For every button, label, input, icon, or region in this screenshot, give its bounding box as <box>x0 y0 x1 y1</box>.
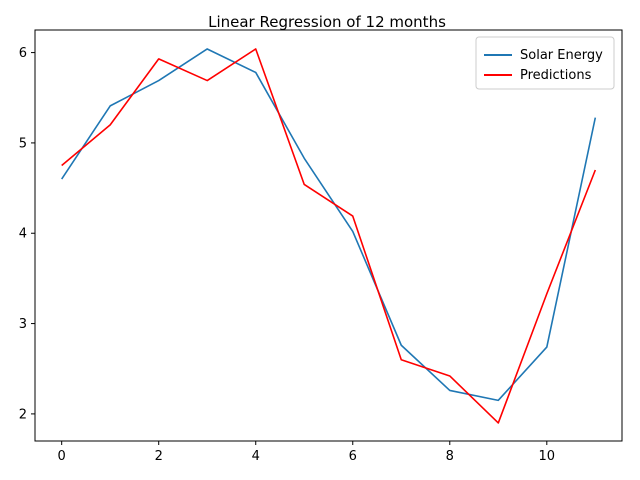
x-tick-label: 10 <box>539 449 556 464</box>
y-tick-label: 6 <box>19 46 27 61</box>
y-tick-label: 4 <box>19 227 27 242</box>
x-tick-label: 6 <box>349 449 357 464</box>
y-tick-label: 5 <box>19 136 27 151</box>
legend-label-solar-energy: Solar Energy <box>520 48 603 63</box>
x-axis: 0 2 4 6 8 10 <box>58 441 556 464</box>
legend-label-predictions: Predictions <box>520 68 592 83</box>
y-tick-label: 3 <box>19 317 27 332</box>
legend: Solar Energy Predictions <box>475 36 615 90</box>
plot-frame <box>34 29 623 442</box>
x-tick-label: 2 <box>155 449 163 464</box>
x-tick-label: 8 <box>446 449 454 464</box>
series-line-solar-energy <box>61 48 597 402</box>
x-tick-label: 4 <box>252 449 260 464</box>
chart-title: Linear Regression of 12 months <box>208 13 446 31</box>
series-line-predictions <box>61 48 597 424</box>
y-axis: 2 3 4 5 6 <box>19 46 35 422</box>
series-layer <box>61 48 597 424</box>
x-tick-label: 0 <box>58 449 66 464</box>
y-tick-label: 2 <box>19 407 27 422</box>
